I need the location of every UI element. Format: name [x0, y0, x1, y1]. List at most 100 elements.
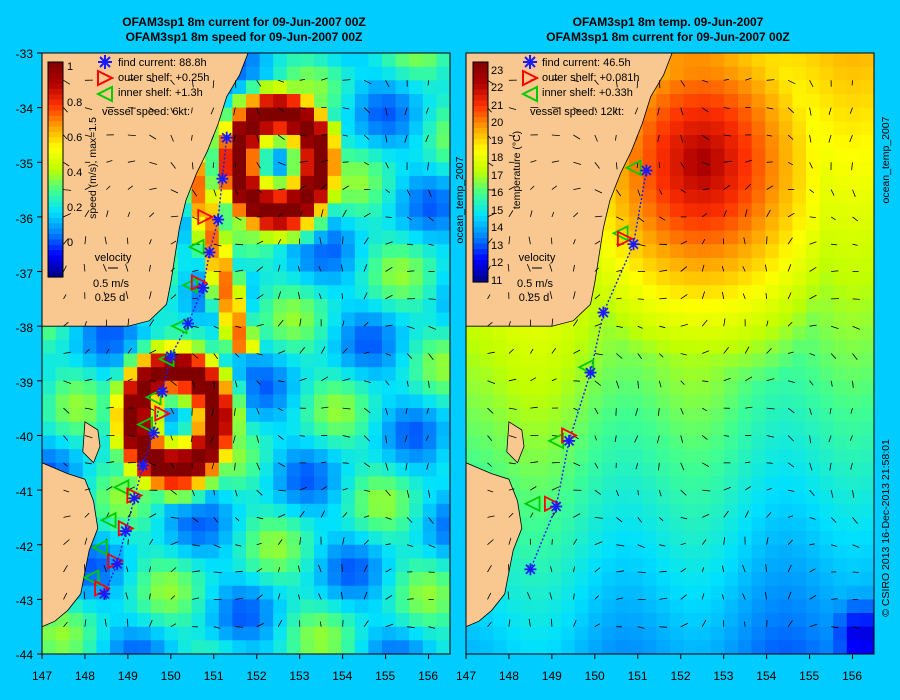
velocity-arrow	[680, 134, 684, 143]
velocity-arrow	[680, 568, 687, 573]
velocity-arrow	[852, 626, 860, 629]
velocity-arrow	[149, 161, 158, 165]
colorbar-swatch	[48, 244, 63, 251]
velocity-arrow	[615, 107, 617, 114]
velocity-arrow	[723, 210, 727, 218]
velocity-arrow	[573, 107, 580, 112]
velocity-arrow	[406, 490, 410, 498]
velocity-arrow	[232, 435, 236, 444]
velocity-arrow	[256, 542, 262, 546]
velocity-arrow	[385, 462, 389, 471]
velocity-arrow	[256, 353, 263, 356]
velocity-arrow	[342, 537, 345, 545]
velocity-arrow	[702, 188, 710, 190]
velocity-arrow	[149, 566, 151, 573]
x-tick-label: 154	[756, 669, 776, 683]
velocity-arrow	[508, 321, 511, 327]
velocity-arrow	[635, 407, 639, 416]
velocity-arrow	[766, 209, 771, 218]
velocity-arrow	[764, 591, 767, 600]
velocity-arrow	[106, 461, 115, 464]
find-current-marker	[156, 385, 169, 398]
velocity-arrow	[852, 243, 858, 246]
colorbar-tick: 12	[491, 257, 503, 269]
velocity-arrow	[594, 380, 601, 386]
colorbar-swatch	[473, 106, 488, 113]
colorbar-swatch	[48, 148, 63, 154]
velocity-arrow	[551, 378, 557, 382]
colorbar-frame	[472, 61, 489, 283]
temperature-map	[465, 52, 875, 659]
velocity-arrow	[852, 380, 854, 388]
velocity-arrow	[385, 162, 389, 169]
velocity-arrow	[428, 189, 432, 197]
x-tick-label: 150	[161, 669, 181, 683]
x-tick-label: 147	[456, 669, 476, 683]
velocity-arrow	[277, 567, 281, 573]
velocity-arrow	[385, 107, 388, 116]
velocity-arrow	[701, 264, 705, 272]
velocity-arrow	[530, 512, 534, 518]
velocity-arrow	[830, 517, 837, 523]
velocity-arrow	[594, 407, 599, 415]
velocity-arrow	[191, 107, 193, 114]
velocity-arrow	[318, 266, 322, 272]
velocity-arrow	[573, 161, 582, 165]
velocity-arrow	[614, 435, 617, 442]
velocity-arrow	[637, 517, 643, 523]
legend-inner-shelf: inner shelf: +0.33h	[542, 87, 633, 99]
velocity-arrow	[235, 243, 244, 246]
y-tick-label: -39	[16, 376, 34, 390]
colorbar-swatch	[48, 110, 63, 117]
velocity-arrow	[192, 325, 199, 328]
velocity-arrow	[530, 377, 537, 382]
colorbar-label: temperature (°C)	[511, 131, 523, 209]
velocity-arrow	[170, 162, 176, 169]
velocity-arrow	[849, 134, 853, 143]
colorbar-swatch	[473, 194, 488, 201]
velocity-arrow	[170, 80, 175, 86]
velocity-arrow	[319, 237, 322, 245]
velocity-arrow	[508, 619, 511, 627]
velocity-arrow	[616, 325, 623, 328]
velocity-arrow	[616, 570, 625, 573]
velocity-arrow	[299, 510, 305, 518]
colorbar-swatch	[48, 72, 63, 79]
velocity-arrow	[829, 462, 832, 471]
legend-find-current: find current: 88.8h	[118, 57, 207, 69]
velocity-arrow	[277, 213, 284, 218]
velocity-arrow	[63, 515, 71, 518]
speed-colorbar: 1 0.8 0.6 0.4 0.2 0 speed (m/s), max=1.5	[47, 61, 99, 278]
velocity-arrow	[830, 325, 839, 329]
velocity-arrow	[342, 134, 348, 137]
find-current-marker	[563, 434, 576, 447]
velocity-arrow	[573, 619, 577, 627]
velocity-arrow	[320, 376, 329, 382]
velocity-arrow	[659, 297, 667, 300]
find-current-marker	[627, 238, 640, 251]
velocity-arrow	[551, 486, 560, 491]
velocity-arrow	[256, 407, 260, 415]
velocity-arrow	[278, 513, 286, 518]
velocity-arrow	[616, 353, 623, 359]
velocity-arrow	[149, 134, 157, 140]
colorbar-swatch	[48, 223, 63, 230]
velocity-arrow	[149, 239, 152, 245]
velocity-arrow	[828, 134, 832, 143]
velocity-arrow	[656, 435, 660, 444]
velocity-arrow	[277, 539, 283, 545]
velocity-arrow	[809, 266, 817, 272]
velocity-arrow	[318, 293, 322, 300]
velocity-arrow	[852, 325, 860, 330]
velocity-arrow	[701, 213, 708, 218]
velocity-arrow	[551, 185, 558, 190]
inner-shelf-marker	[136, 416, 153, 433]
velocity-arrow	[127, 237, 129, 245]
inner-shelf-marker	[611, 224, 629, 242]
velocity-arrow	[787, 79, 796, 85]
velocity-arrow	[745, 159, 753, 163]
colorbar-swatch	[473, 67, 488, 74]
velocity-arrow	[235, 325, 242, 329]
asterisk-marker-icon	[98, 55, 112, 69]
velocity-arrow	[342, 209, 347, 218]
